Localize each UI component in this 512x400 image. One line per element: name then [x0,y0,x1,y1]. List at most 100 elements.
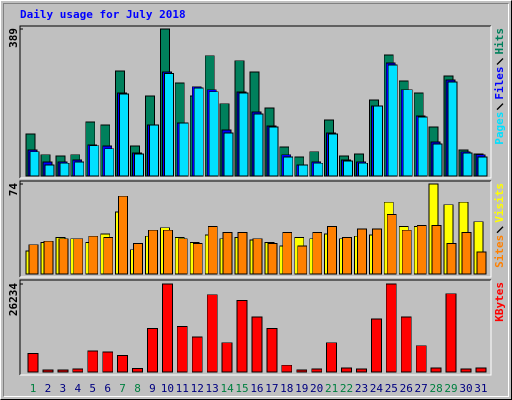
x-tick-label: 8 [134,382,141,395]
bar [28,244,39,275]
bar [193,87,204,177]
bar [461,232,472,275]
bar [103,237,114,275]
bar [311,368,323,373]
bar [268,126,279,177]
bar [207,226,218,275]
legend-separator [496,226,504,234]
frame-inner-light [3,3,509,397]
y-tick-label: 26234 [7,283,20,316]
bar [178,122,189,177]
bar [267,243,278,275]
bar [326,342,338,373]
bar [147,327,158,373]
bar [282,232,293,275]
panel-edge-dark [19,180,491,277]
bar [134,153,144,177]
bar [283,156,294,177]
x-tick-label: 11 [176,382,189,395]
bar [119,93,129,177]
x-tick-label: 18 [280,382,293,395]
bar [400,316,412,373]
bar [117,355,128,373]
bar [312,232,323,275]
bar [357,228,367,275]
x-tick-label: 5 [89,382,96,395]
bar [297,245,308,275]
bar [132,368,143,373]
bar [102,351,114,373]
legend-label: Sites [493,235,506,268]
bar [475,367,487,373]
x-tick-label: 25 [385,382,398,395]
bar [341,367,352,373]
bar [236,300,248,373]
bar [87,350,99,373]
x-tick-label: 28 [429,382,442,395]
bar [88,235,99,275]
x-tick-label: 4 [74,382,81,395]
bar [176,325,188,373]
bar [104,148,115,177]
bar [206,294,218,373]
bar [208,91,219,177]
bar [238,92,249,177]
panel-edge-light [20,280,492,376]
bar [447,81,458,177]
bar [445,293,457,373]
x-tick-label: 12 [191,382,204,395]
y-tick-label: 389 [7,28,20,48]
bar [58,238,69,275]
bar [59,162,70,177]
y-tick-label: 74 [7,183,20,197]
bar [372,105,383,177]
x-tick-label: 6 [104,382,111,395]
x-tick-label: 16 [250,382,263,395]
bar [74,161,85,177]
bar [386,214,397,275]
x-tick-label: 27 [415,382,428,395]
bar [462,152,473,177]
bar [371,228,382,275]
legend-label: Visits [493,183,506,223]
bar [149,124,159,177]
x-tick-label: 1 [30,382,37,395]
x-tick-label: 26 [400,382,413,395]
legend-label: Hits [493,28,506,55]
legend-label: Pages [493,112,506,145]
panel-edge-dark [19,279,491,375]
bar [223,132,234,177]
bar [251,316,263,373]
bar [27,353,39,373]
bar [192,243,203,275]
legend-label: KBytes [493,282,506,322]
bar [222,232,233,275]
legend-label: Files [493,67,506,100]
bar [342,237,352,275]
bar [162,229,173,275]
frame-inner-dark [3,3,509,397]
bar [118,195,128,275]
bar [415,345,427,373]
bar [446,243,457,275]
bar [327,226,338,275]
x-tick-label: 20 [310,382,323,395]
bar [252,238,263,275]
x-tick-label: 30 [459,382,472,395]
bar [358,162,368,177]
bar [417,116,428,177]
bar [402,89,413,177]
bar [253,113,264,177]
x-tick-label: 21 [325,382,338,395]
bar [460,368,472,373]
bar [416,224,427,275]
x-tick-label: 24 [370,382,384,395]
x-tick-label: 22 [340,382,353,395]
x-tick-label: 2 [45,382,52,395]
bar [72,368,84,373]
panel-edge-light [20,26,492,179]
bar [477,156,488,177]
chart-title: Daily usage for July 2018 [20,8,186,21]
